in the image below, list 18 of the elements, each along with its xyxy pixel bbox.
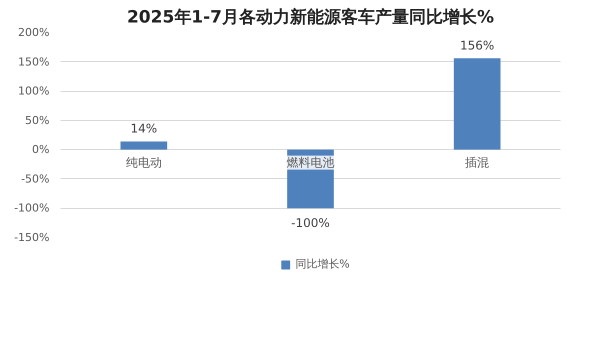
y-tick-label: -100% [14, 202, 50, 215]
text: 14% [130, 121, 158, 136]
text: -100% [291, 216, 330, 230]
legend-label: 同比增长% [295, 256, 350, 272]
x-tick-label: 插混 [465, 156, 490, 170]
bar [454, 58, 500, 150]
y-tick-label: 100% [18, 84, 50, 98]
x-tick-label: 纯电动 [126, 156, 162, 170]
bar [120, 141, 168, 150]
y-tick-label: -50% [21, 172, 50, 186]
y-tick-label: 200% [18, 26, 50, 39]
chart-title: 2025年1-7月各动力新能源客车产量同比增长% [126, 8, 494, 28]
y-tick-label: 50% [25, 114, 50, 127]
x-tick-label: 燃料电池 [286, 156, 334, 170]
y-tick-label: -150% [14, 231, 50, 244]
y-tick-label: 0% [32, 143, 50, 156]
text: 156% [460, 38, 494, 52]
y-tick-label: 150% [18, 55, 50, 68]
